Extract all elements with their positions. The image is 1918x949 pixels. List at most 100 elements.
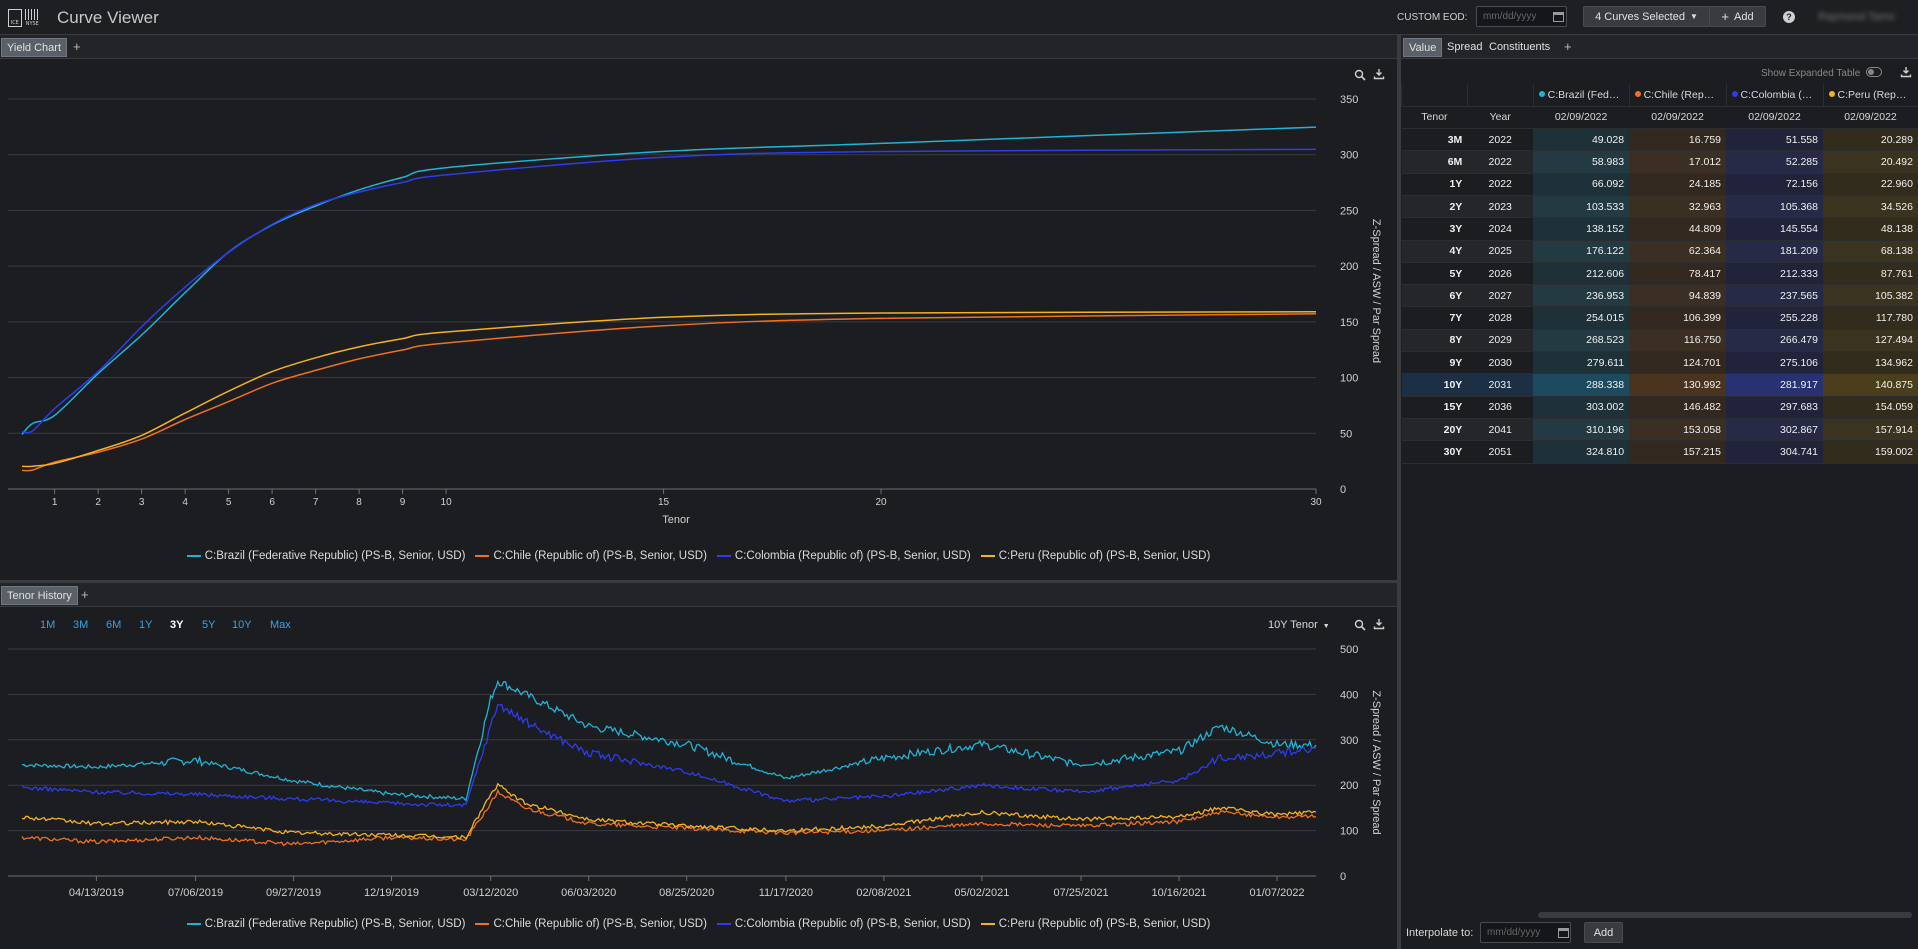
range-button-3m[interactable]: 3M [73,619,89,631]
tab-spread[interactable]: Spread [1447,41,1483,53]
tenor-history-tabstrip: Tenor History + [0,583,1397,607]
interpolate-add-button[interactable]: Add [1584,922,1623,943]
add-history-tab-button[interactable]: + [81,587,89,602]
legend-item-peru[interactable]: C:Peru (Republic of) (PS-B, Senior, USD) [980,550,1210,562]
zoom-icon[interactable] [1354,69,1366,81]
table-row[interactable]: 6Y 2027 236.953 94.839 237.565 105.382 [1401,284,1918,308]
table-row[interactable]: 1Y 2022 66.092 24.185 72.156 22.960 [1401,173,1918,196]
download-icon[interactable] [1900,66,1912,78]
range-button-1m[interactable]: 1M [40,619,56,631]
table-row[interactable]: 10Y 2031 288.338 130.992 281.917 140.875 [1401,373,1918,397]
table-row[interactable]: 6M 2022 58.983 17.012 52.285 20.492 [1401,150,1918,174]
value-cell-brazil: 58.983 [1533,150,1630,174]
table-row[interactable]: 4Y 2025 176.122 62.364 181.209 68.138 [1401,240,1918,263]
table-row[interactable]: 3M 2022 49.028 16.759 51.558 20.289 [1401,128,1918,152]
tab-tenor-history[interactable]: Tenor History [1,586,78,605]
user-name[interactable]: Raymond Tamo [1818,11,1895,23]
legend-swatch [186,923,201,925]
table-row[interactable]: 8Y 2029 268.523 116.750 266.479 127.494 [1401,329,1918,353]
range-button-6m[interactable]: 6M [106,619,122,631]
curve-header-brazil[interactable]: C:Brazil (Fed… [1532,84,1630,107]
tenor-cell: 8Y [1401,329,1468,353]
legend-item-peru[interactable]: C:Peru (Republic of) (PS-B, Senior, USD) [980,918,1210,930]
value-cell-colombia: 51.558 [1726,128,1823,152]
curve-header-colombia[interactable]: C:Colombia (… [1725,84,1823,107]
year-cell: 2031 [1467,373,1534,397]
column-header[interactable]: Tenor [1401,106,1468,130]
y-tick-label: 100 [1340,373,1358,385]
table-row[interactable]: 9Y 2030 279.611 124.701 275.106 134.962 [1401,351,1918,375]
series-line-colombia [21,148,1317,434]
curve-header-peru[interactable]: C:Peru (Rep… [1822,84,1918,107]
table-row[interactable]: 2Y 2023 103.533 32.963 105.368 34.526 [1401,195,1918,219]
interpolate-date-input[interactable]: mm/dd/yyyy [1480,922,1571,943]
help-icon[interactable]: ? [1783,11,1795,23]
x-tick-label: 8 [356,497,362,508]
legend-swatch [716,923,731,925]
table-row[interactable]: 5Y 2026 212.606 78.417 212.333 87.761 [1401,262,1918,286]
legend-item-chile[interactable]: C:Chile (Republic of) (PS-B, Senior, USD… [475,550,707,562]
download-icon[interactable] [1373,618,1385,630]
table-row[interactable]: 30Y 2051 324.810 157.215 304.741 159.002 [1401,440,1918,464]
zoom-icon[interactable] [1354,619,1366,631]
legend-label: C:Colombia (Republic of) (PS-B, Senior, … [734,918,971,930]
table-row[interactable]: 20Y 2041 310.196 153.058 302.867 157.914 [1401,418,1918,442]
range-button-3y[interactable]: 3Y [170,619,184,631]
value-cell-colombia: 105.368 [1726,195,1823,219]
value-cell-chile: 17.012 [1629,150,1727,174]
panel-divider-horizontal[interactable] [0,580,1397,583]
table-row[interactable]: 15Y 2036 303.002 146.482 297.683 154.059 [1401,396,1918,419]
year-cell: 2026 [1467,262,1534,286]
tenor-dropdown[interactable]: 10Y Tenor ▼ [1268,619,1330,631]
tenor-cell: 10Y [1401,373,1468,397]
tab-yield-chart[interactable]: Yield Chart [1,38,68,57]
add-chart-tab-button[interactable]: + [73,39,81,54]
range-button-10y[interactable]: 10Y [232,619,252,631]
legend-item-brazil[interactable]: C:Brazil (Federative Republic) (PS-B, Se… [186,918,465,930]
calendar-icon[interactable] [1558,928,1569,938]
legend-swatch [186,555,201,557]
year-cell: 2028 [1467,306,1534,330]
curve-header-label: C:Peru (Rep… [1837,88,1907,101]
value-cell-brazil: 254.015 [1533,306,1630,330]
series-line-brazil [21,679,1317,802]
curves-selected-dropdown[interactable]: 4 Curves Selected ▼ [1583,6,1710,27]
x-tick-label: 15 [658,497,670,508]
nyse-logo: NYSE [24,9,40,27]
horizontal-scrollbar[interactable] [1538,912,1912,918]
value-cell-colombia: 72.156 [1726,173,1823,196]
curve-header-chile[interactable]: C:Chile (Rep… [1628,84,1727,107]
curve-dot-icon [1828,90,1835,97]
show-expanded-table-toggle[interactable] [1866,67,1882,77]
legend-item-colombia[interactable]: C:Colombia (Republic of) (PS-B, Senior, … [716,550,971,562]
range-button-max[interactable]: Max [270,619,291,631]
x-tick-label: 09/27/2019 [266,887,321,899]
table-row[interactable]: 7Y 2028 254.015 106.399 255.228 117.780 [1401,306,1918,330]
column-header[interactable]: 02/09/2022 [1823,106,1918,130]
value-cell-colombia: 275.106 [1726,351,1823,375]
legend-item-chile[interactable]: C:Chile (Republic of) (PS-B, Senior, USD… [475,918,707,930]
tab-value[interactable]: Value [1403,38,1443,57]
tab-constituents[interactable]: Constituents [1489,41,1551,53]
value-cell-chile: 32.963 [1629,195,1727,219]
legend-item-brazil[interactable]: C:Brazil (Federative Republic) (PS-B, Se… [186,550,465,562]
download-icon[interactable] [1373,68,1385,80]
series-line-peru [21,782,1317,840]
value-cell-chile: 62.364 [1629,240,1727,263]
value-cell-colombia: 297.683 [1726,396,1823,419]
column-header[interactable]: Year [1467,106,1534,130]
table-row[interactable]: 3Y 2024 138.152 44.809 145.554 48.138 [1401,217,1918,241]
legend-item-colombia[interactable]: C:Colombia (Republic of) (PS-B, Senior, … [716,918,971,930]
show-expanded-table-label: Show Expanded Table [1761,68,1861,79]
column-header[interactable]: 02/09/2022 [1629,106,1727,130]
panel-divider-vertical[interactable] [1397,35,1401,949]
custom-eod-label: CUSTOM EOD: [1397,12,1468,23]
range-button-1y[interactable]: 1Y [139,619,153,631]
column-header[interactable]: 02/09/2022 [1726,106,1823,130]
custom-eod-date-input[interactable]: mm/dd/yyyy [1476,6,1567,27]
calendar-icon[interactable] [1553,12,1564,22]
add-curve-button[interactable]: + Add [1709,6,1766,27]
range-button-5y[interactable]: 5Y [202,619,216,631]
add-table-tab-button[interactable]: + [1564,39,1572,54]
column-header[interactable]: 02/09/2022 [1533,106,1630,130]
